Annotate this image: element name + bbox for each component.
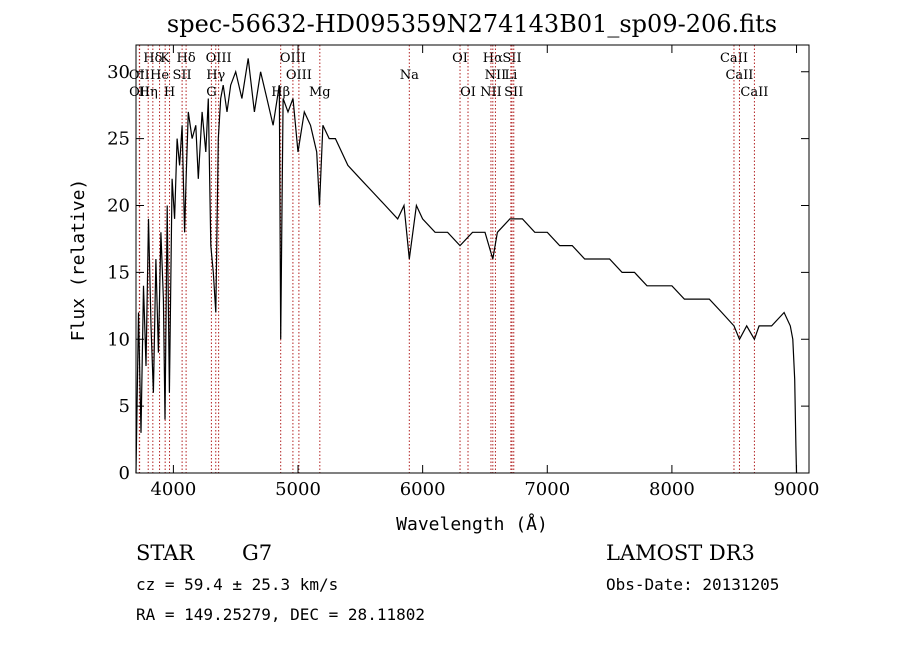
x-tick-label: 8000 — [649, 479, 695, 500]
spectral-line-label: OIII — [280, 51, 306, 66]
spectral-line-label: OI — [460, 85, 476, 100]
spectral-line-label: SII — [173, 68, 192, 83]
spectral-line-label: OII — [129, 68, 150, 83]
spectral-line-label: H — [164, 85, 175, 100]
spectral-line-label: SII — [502, 51, 521, 66]
x-tick-label: 5000 — [275, 479, 321, 500]
y-tick-label: 30 — [107, 62, 130, 83]
spectral-line-label: OIII — [206, 51, 232, 66]
x-tick-label: 4000 — [150, 479, 196, 500]
spectral-line-label: OI — [452, 51, 468, 66]
spectral-line-label: OIII — [286, 68, 312, 83]
y-tick-label: 0 — [119, 463, 130, 484]
object-subclass: G7 — [242, 541, 272, 565]
x-tick-label: 7000 — [524, 479, 570, 500]
spectral-line-label: G — [206, 85, 216, 100]
axis-ticks-layer: 4000 5000 6000 7000 8000 9000 0 5 10 15 20 25 30 — [107, 45, 819, 500]
y-tick-label: 15 — [107, 262, 130, 283]
spectral-line-label: Mg — [309, 85, 331, 100]
y-tick-label: 5 — [119, 396, 130, 417]
survey-label: LAMOST DR3 — [606, 541, 755, 565]
x-tick-label: 6000 — [400, 479, 446, 500]
spectrum-line — [135, 58, 798, 474]
redshift-cz: cz = 59.4 ± 25.3 km/s — [136, 575, 338, 594]
x-tick-label: 9000 — [774, 479, 820, 500]
spectral-line-label: NII — [485, 68, 507, 83]
obs-date: Obs-Date: 20131205 — [606, 575, 779, 594]
spectral-line-label: Li — [504, 68, 517, 83]
spectral-line-label: Hδ — [177, 51, 196, 66]
spectral-line-label: Hβ — [271, 85, 290, 100]
chart-title: spec-56632-HD095359N274143B01_sp09-206.f… — [167, 10, 777, 38]
y-axis-label: Flux (relative) — [68, 179, 89, 342]
spectral-line-label: OII — [129, 85, 150, 100]
spectral-line-label: CaII — [740, 85, 768, 100]
object-class: STAR — [136, 541, 195, 565]
spectral-line-label: He — [150, 68, 169, 83]
y-tick-label: 20 — [107, 196, 130, 217]
plot-frame — [135, 44, 810, 474]
spectral-line-label: Hα — [483, 51, 503, 66]
y-tick-label: 10 — [107, 329, 130, 350]
spectral-line-label: Hη — [139, 85, 158, 100]
ra-dec-coords: RA = 149.25279, DEC = 28.11802 — [136, 605, 425, 624]
spectral-line-label: K — [160, 51, 170, 66]
spectral-line-label: Hγ — [206, 68, 225, 83]
spectral-line-label: SII — [504, 85, 523, 100]
y-tick-label: 25 — [107, 129, 130, 150]
spectral-line-label: Na — [400, 68, 419, 83]
spectral-line-label: CaII — [725, 68, 753, 83]
spectral-line-label: Hδ — [143, 51, 162, 66]
spectral-line-label: CaII — [720, 51, 748, 66]
x-axis-label: Wavelength (Å) — [396, 513, 548, 535]
spectral-line-label: NII — [480, 85, 502, 100]
